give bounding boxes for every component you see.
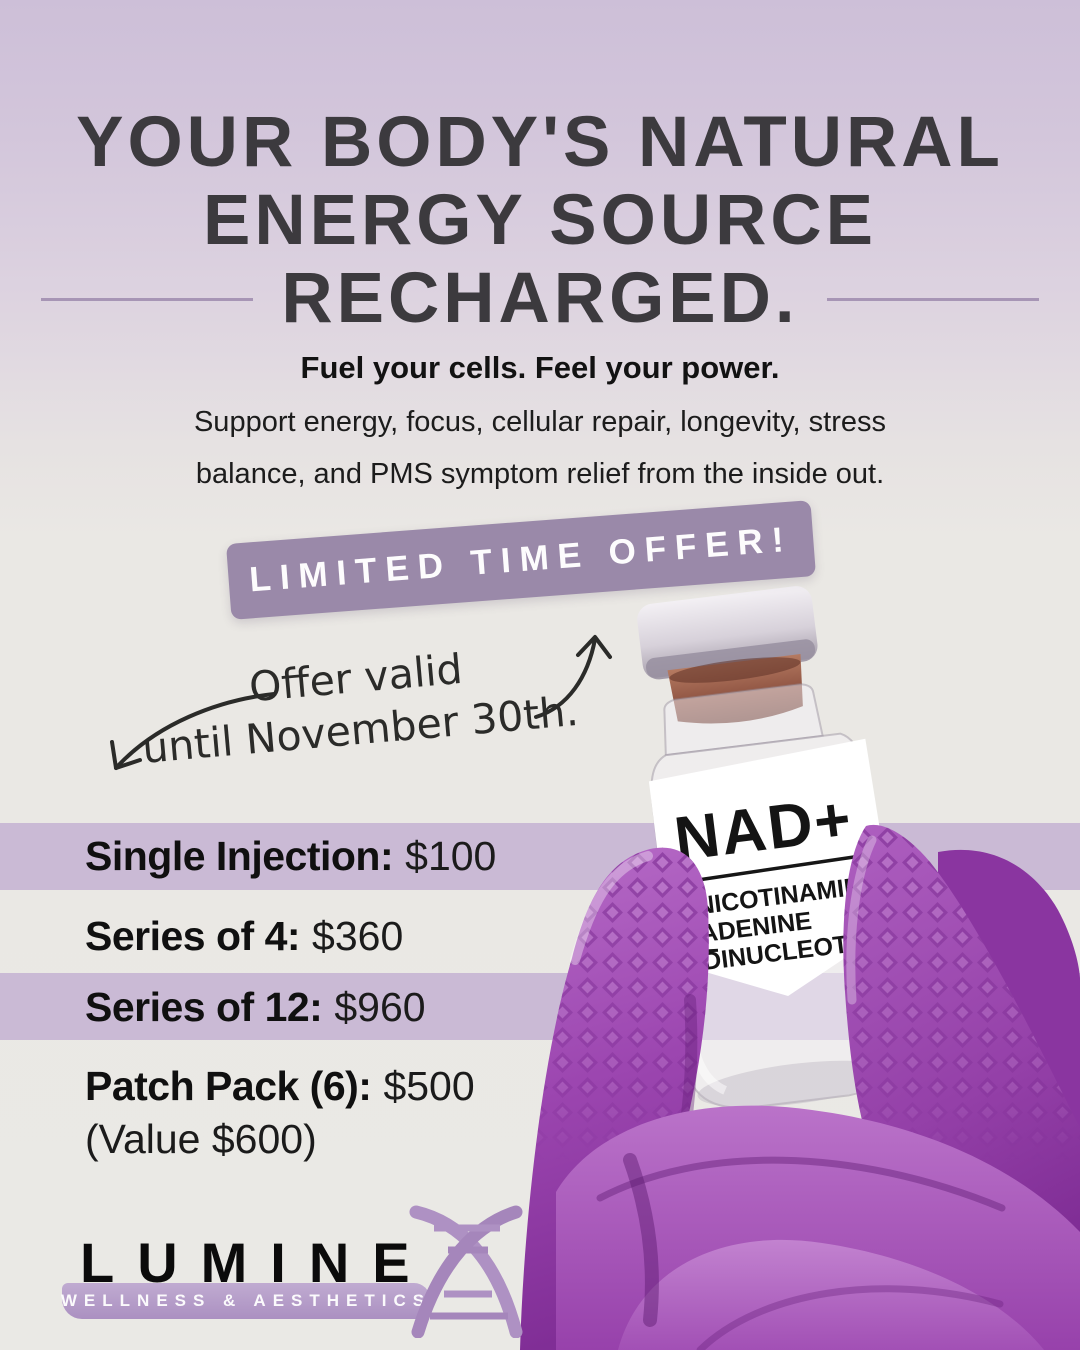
price-label: Single Injection: — [85, 833, 394, 879]
nad-vial: NAD+ NICOTINAMIDE ADENINE DINUCLEOTIDE — [637, 586, 899, 1109]
headline-line2: ENERGY SOURCE — [202, 181, 878, 260]
headline-line1: YOUR BODY'S NATURAL — [76, 103, 1004, 182]
body-copy-line1: Support energy, focus, cellular repair, … — [193, 406, 887, 438]
price-label: Series of 4: — [85, 913, 301, 959]
logo-tagline-banner: WELLNESS & AESTHETICS — [60, 1283, 432, 1319]
vial-label: NAD+ NICOTINAMIDE ADENINE DINUCLEOTIDE — [648, 738, 896, 997]
right-divider-line — [826, 297, 1039, 301]
glove-fist — [556, 1105, 1080, 1350]
price-label: Patch Pack (6): — [85, 1063, 372, 1109]
price-row-series-4: Series of 4: $360 — [85, 913, 403, 960]
body-copy-line2: balance, and PMS symptom relief from the… — [195, 458, 885, 490]
headline: YOUR BODY'S NATURAL ENERGY SOURCE RECHAR… — [0, 104, 1080, 338]
price-row-single-injection: Single Injection: $100 — [85, 833, 496, 880]
glove-back-finger — [938, 849, 1080, 1140]
price-label: Series of 12: — [85, 984, 323, 1030]
dna-helix-icon — [409, 1205, 523, 1338]
price-row-patch-pack-note: (Value $600) — [85, 1116, 317, 1162]
price-value: $100 — [405, 833, 497, 879]
headline-line3: RECHARGED. — [281, 259, 799, 338]
price-value: $500 — [383, 1063, 475, 1109]
price-value: $360 — [312, 913, 404, 959]
left-divider-line — [41, 297, 254, 301]
subheadline: Fuel your cells. Feel your power. — [300, 350, 780, 385]
body-copy: Support energy, focus, cellular repair, … — [0, 396, 1080, 500]
price-row-series-12: Series of 12: $960 — [85, 984, 426, 1031]
price-value: $960 — [334, 984, 426, 1030]
logo-tagline-text: WELLNESS & AESTHETICS — [60, 1291, 432, 1310]
price-row-patch-pack: Patch Pack (6): $500 — [85, 1063, 475, 1110]
